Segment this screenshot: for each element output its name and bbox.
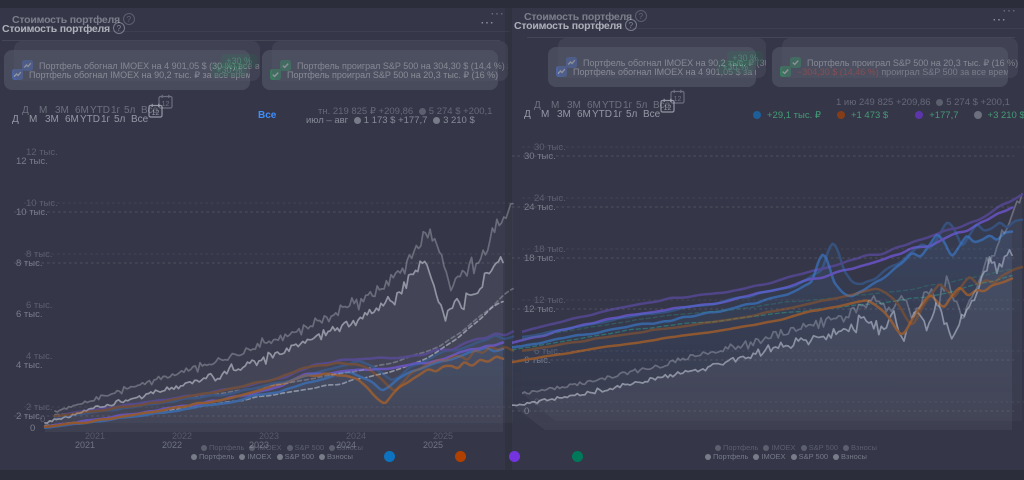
svg-text:24 тыс.: 24 тыс. xyxy=(534,193,566,204)
svg-text:6 тыс.: 6 тыс. xyxy=(26,300,53,311)
svg-text:4 тыс.: 4 тыс. xyxy=(16,360,43,371)
svg-text:10 тыс.: 10 тыс. xyxy=(16,207,48,218)
svg-text:18 тыс.: 18 тыс. xyxy=(524,253,556,264)
svg-text:2024: 2024 xyxy=(336,440,356,450)
svg-text:2 тыс.: 2 тыс. xyxy=(26,402,53,413)
svg-text:0: 0 xyxy=(40,414,45,425)
svg-text:10 тыс.: 10 тыс. xyxy=(26,198,58,209)
svg-text:0: 0 xyxy=(30,423,35,434)
svg-text:30 тыс.: 30 тыс. xyxy=(524,151,556,162)
svg-text:2021: 2021 xyxy=(85,431,105,441)
svg-text:8 тыс.: 8 тыс. xyxy=(26,249,53,260)
svg-text:2023: 2023 xyxy=(249,440,269,450)
svg-text:12: 12 xyxy=(152,110,160,117)
svg-text:2024: 2024 xyxy=(346,431,366,441)
svg-text:12: 12 xyxy=(664,105,672,112)
svg-text:12: 12 xyxy=(674,96,682,103)
svg-text:30 тыс.: 30 тыс. xyxy=(534,142,566,153)
svg-text:2023: 2023 xyxy=(259,431,279,441)
svg-text:12: 12 xyxy=(162,101,170,108)
svg-text:2022: 2022 xyxy=(172,431,192,441)
svg-text:2022: 2022 xyxy=(162,440,182,450)
svg-text:12 тыс.: 12 тыс. xyxy=(534,295,566,306)
svg-text:2025: 2025 xyxy=(423,440,443,450)
svg-text:18 тыс.: 18 тыс. xyxy=(534,244,566,255)
svg-text:2021: 2021 xyxy=(75,440,95,450)
svg-text:12 тыс.: 12 тыс. xyxy=(26,147,58,158)
svg-text:2025: 2025 xyxy=(433,431,453,441)
svg-text:12 тыс.: 12 тыс. xyxy=(16,156,48,167)
svg-text:2 тыс.: 2 тыс. xyxy=(16,411,43,422)
svg-text:8 тыс.: 8 тыс. xyxy=(16,258,43,269)
svg-text:24 тыс.: 24 тыс. xyxy=(524,202,556,213)
svg-text:6 тыс.: 6 тыс. xyxy=(16,309,43,320)
svg-text:12 тыс.: 12 тыс. xyxy=(524,304,556,315)
svg-text:4 тыс.: 4 тыс. xyxy=(26,351,53,362)
